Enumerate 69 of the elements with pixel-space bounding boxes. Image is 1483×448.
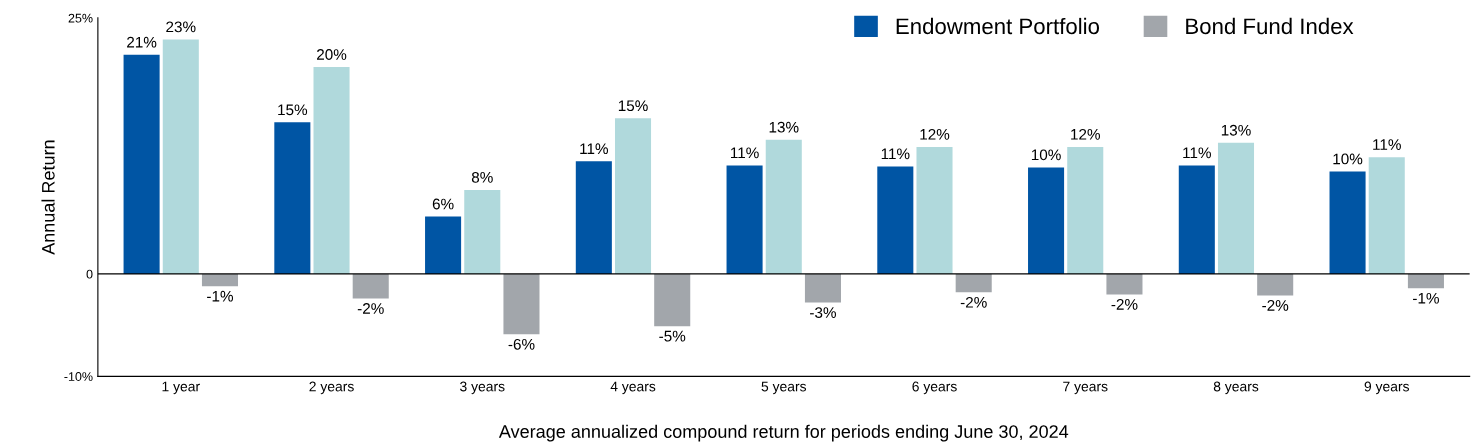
x-tick-label: 1 year: [162, 381, 200, 395]
bar: [955, 273, 992, 293]
data-label: 15%: [618, 100, 648, 112]
data-label: -6%: [508, 338, 535, 350]
data-label: 10%: [1031, 149, 1061, 161]
bar: [313, 67, 350, 274]
bar: [425, 216, 462, 274]
data-label: -2%: [357, 303, 384, 314]
bar: [503, 273, 540, 335]
x-tick-label: 5 years: [761, 381, 807, 395]
data-label: 10%: [1333, 153, 1363, 165]
bar: [1368, 157, 1405, 274]
bar: [1257, 273, 1294, 296]
bar: [162, 39, 199, 274]
data-label: 11%: [1373, 139, 1401, 150]
x-tick-label: 8 years: [1213, 381, 1259, 395]
data-label: 15%: [278, 104, 308, 116]
x-tick-label: 7 years: [1063, 381, 1108, 395]
data-label: 11%: [731, 147, 759, 159]
data-label: 11%: [881, 148, 910, 160]
x-tick-label: 6 years: [912, 381, 957, 395]
y-tick-label: 25%: [68, 13, 93, 23]
data-label: 6%: [432, 198, 454, 210]
bar: [274, 122, 311, 274]
data-label: 12%: [920, 128, 950, 140]
bar: [575, 161, 612, 274]
data-label: -2%: [1111, 298, 1138, 310]
data-label: -3%: [810, 307, 836, 318]
x-axis-title: Average annualized compound return for periods ending June 30, 2024: [498, 424, 1069, 442]
bar: [765, 139, 802, 274]
legend-label: Bond Fund Index: [1186, 17, 1354, 35]
bar: [1407, 273, 1444, 289]
bar: [1028, 167, 1065, 274]
x-tick-label: 4 years: [610, 381, 656, 395]
data-label: -5%: [659, 330, 686, 342]
data-label: 13%: [1221, 124, 1251, 136]
bar: [726, 165, 763, 274]
data-label: -2%: [1262, 299, 1289, 311]
bar: [614, 118, 652, 274]
data-label: -1%: [1413, 292, 1439, 304]
x-tick-label: 2 years: [309, 381, 354, 395]
data-label: 13%: [769, 121, 799, 133]
data-label: 21%: [127, 36, 157, 48]
data-label: 20%: [317, 49, 347, 60]
bar: [916, 146, 953, 274]
bar: [1106, 273, 1143, 295]
bar: [123, 54, 160, 274]
y-tick-label: -10%: [64, 372, 93, 381]
bar: [877, 166, 914, 274]
data-label: 12%: [1071, 128, 1100, 140]
y-axis-title: Annual Return: [41, 140, 55, 255]
bar: [464, 189, 501, 274]
legend-label: Endowment Portfolio: [896, 17, 1100, 35]
x-tick-label: 3 years: [460, 381, 505, 395]
data-label: -1%: [207, 290, 234, 302]
data-label: 23%: [166, 21, 196, 33]
data-label: -2%: [960, 296, 987, 308]
data-label: 8%: [471, 171, 493, 183]
data-label: 11%: [580, 143, 609, 155]
bar: [804, 273, 841, 303]
data-label: 11%: [1183, 147, 1211, 159]
bar: [352, 273, 389, 299]
bar: [1217, 142, 1255, 274]
bar: [1067, 146, 1104, 274]
y-tick-label: 0: [86, 269, 93, 279]
x-tick-label: 9 years: [1364, 381, 1410, 395]
bar: [654, 273, 691, 327]
bar: [1178, 165, 1215, 274]
bar: [1329, 171, 1366, 274]
